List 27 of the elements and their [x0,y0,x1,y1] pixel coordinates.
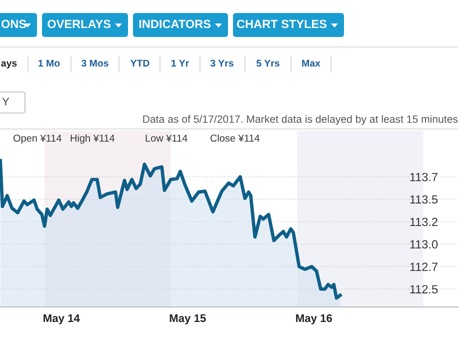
text: ONS [1,20,26,28]
y-tick-label: 113.7 [410,172,438,182]
annotation: High ¥114 [70,134,115,144]
x-tick-label: May 15 [170,314,206,324]
text: Max [302,60,320,67]
text: 1 Mo [38,60,60,67]
text: CHART STYLES [236,20,327,28]
text: INDICATORS [139,20,211,28]
text: 3 Mos [81,60,108,67]
text: OVERLAYS [48,20,111,28]
y-tick-label: 112.5 [410,285,438,294]
y-tick-label: 113.2 [410,218,438,226]
y-tick-label: 113.5 [410,195,438,204]
text: Y [2,98,10,106]
text: YTD [130,60,150,67]
text: 3 Yrs [210,60,234,67]
text: 1 Yr [172,60,189,67]
x-tick-label: May 16 [296,314,332,324]
y-tick-label: 113.0 [410,240,438,249]
annotation: Close ¥114 [210,134,260,142]
text: ays [1,61,17,69]
x-tick-label: May 14 [44,314,80,324]
text: Data as of 5/17/2017. Market data is delayed by at least 15 minutes [143,115,458,125]
annotation: Open ¥114 [13,134,62,144]
y-tick-label: 112.7 [410,262,438,271]
text: 5 Yrs [256,60,280,67]
annotation: Low ¥114 [146,134,188,142]
